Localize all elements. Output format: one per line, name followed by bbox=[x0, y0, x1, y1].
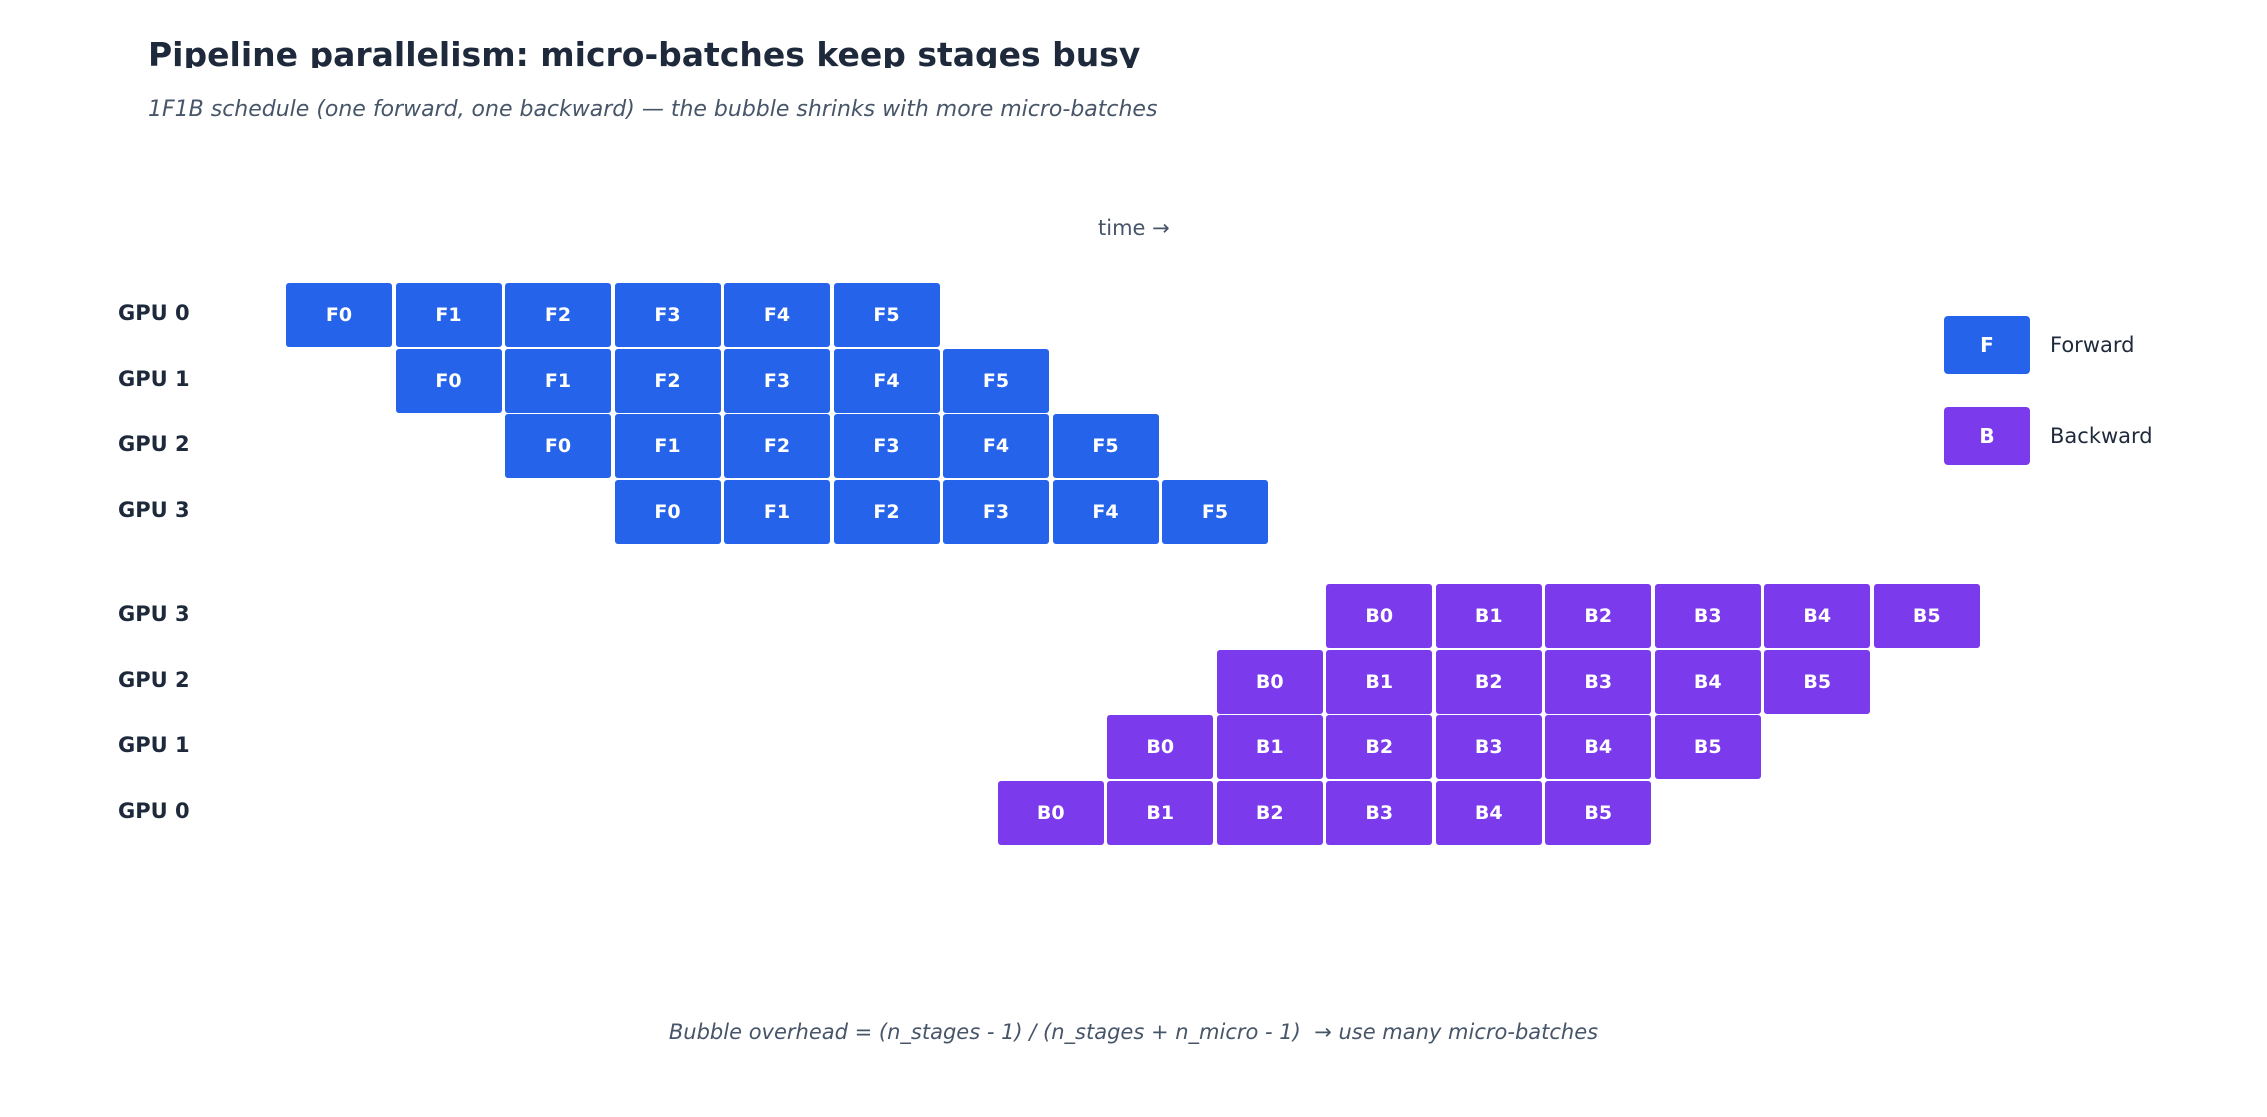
backward-block: B4 bbox=[1654, 649, 1761, 714]
backward-block: B5 bbox=[1654, 715, 1761, 779]
forward-block: F2 bbox=[614, 348, 721, 413]
forward-block: F0 bbox=[505, 414, 611, 478]
bwd-row-label: GPU 1 bbox=[118, 733, 190, 757]
backward-block: B3 bbox=[1654, 584, 1761, 648]
legend-swatch-forward: F bbox=[1944, 316, 2030, 374]
backward-block: B1 bbox=[1326, 649, 1433, 714]
forward-block: F1 bbox=[724, 479, 830, 544]
forward-block: F1 bbox=[395, 283, 502, 347]
legend-label-backward: Backward bbox=[2050, 424, 2153, 448]
backward-block: B2 bbox=[1326, 715, 1433, 779]
forward-block: F1 bbox=[614, 414, 721, 478]
forward-block: F5 bbox=[943, 348, 1049, 413]
bubble-overhead-note: Bubble overhead = (n_stages - 1) / (n_st… bbox=[668, 1020, 1599, 1044]
forward-block: F3 bbox=[833, 414, 940, 478]
fwd-row-label: GPU 3 bbox=[118, 497, 190, 522]
backward-block: B1 bbox=[1216, 715, 1323, 779]
forward-block: F0 bbox=[286, 283, 392, 347]
forward-block: F2 bbox=[833, 479, 940, 544]
forward-block: F5 bbox=[833, 283, 940, 347]
forward-block: F5 bbox=[1052, 414, 1159, 478]
forward-block: F1 bbox=[505, 348, 611, 413]
backward-block: B4 bbox=[1545, 715, 1652, 779]
forward-block: F4 bbox=[1052, 479, 1159, 544]
backward-block: B1 bbox=[1435, 584, 1542, 648]
backward-block: B4 bbox=[1435, 780, 1542, 845]
backward-block: B5 bbox=[1873, 584, 1980, 648]
backward-block: B4 bbox=[1764, 584, 1871, 648]
bwd-row-label: GPU 3 bbox=[118, 602, 190, 626]
legend-label-forward: Forward bbox=[2050, 333, 2135, 357]
forward-block: F3 bbox=[724, 348, 830, 413]
fwd-row-label: GPU 0 bbox=[118, 301, 190, 325]
backward-block: B0 bbox=[997, 780, 1104, 845]
backward-block: B2 bbox=[1435, 649, 1542, 714]
backward-block: B3 bbox=[1326, 780, 1433, 845]
forward-block: F4 bbox=[724, 283, 830, 347]
backward-block: B2 bbox=[1216, 780, 1323, 845]
forward-block: F3 bbox=[614, 283, 721, 347]
backward-block: B0 bbox=[1216, 649, 1323, 714]
forward-block: F2 bbox=[505, 283, 611, 347]
fwd-row-label: GPU 2 bbox=[118, 432, 190, 456]
backward-block: B0 bbox=[1326, 584, 1433, 648]
forward-block: F4 bbox=[833, 348, 940, 413]
backward-block: B5 bbox=[1545, 780, 1652, 845]
fwd-row-label: GPU 1 bbox=[118, 366, 190, 391]
forward-block: F4 bbox=[943, 414, 1049, 478]
page-title: Pipeline parallelism: micro-batches keep… bbox=[148, 35, 1141, 68]
time-axis-label: time → bbox=[1098, 216, 1170, 240]
forward-block: F2 bbox=[724, 414, 830, 478]
backward-block: B0 bbox=[1107, 715, 1214, 779]
backward-block: B2 bbox=[1545, 584, 1652, 648]
forward-block: F5 bbox=[1162, 479, 1268, 544]
forward-block: F0 bbox=[395, 348, 502, 413]
backward-block: B1 bbox=[1107, 780, 1214, 845]
backward-block: B5 bbox=[1764, 649, 1871, 714]
forward-block: F3 bbox=[943, 479, 1049, 544]
backward-block: B3 bbox=[1545, 649, 1652, 714]
page-subtitle: 1F1B schedule (one forward, one backward… bbox=[148, 97, 1158, 122]
bwd-row-label: GPU 0 bbox=[118, 798, 190, 823]
backward-block: B3 bbox=[1435, 715, 1542, 779]
bwd-row-label: GPU 2 bbox=[118, 667, 190, 692]
forward-block: F0 bbox=[614, 479, 721, 544]
legend-swatch-backward: B bbox=[1944, 407, 2030, 465]
